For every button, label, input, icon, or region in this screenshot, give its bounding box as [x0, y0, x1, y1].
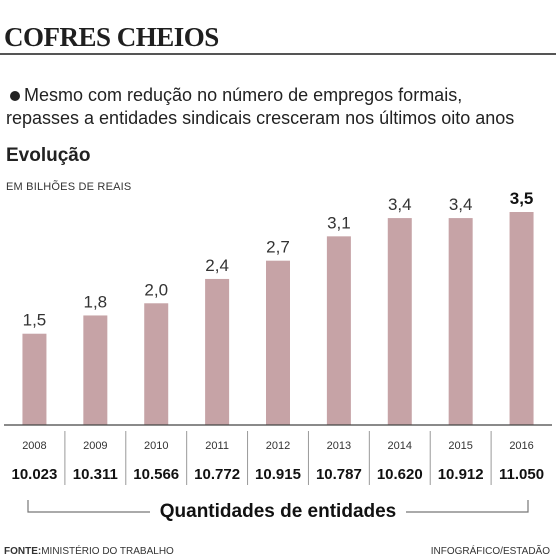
year-label-2011: 2011: [205, 440, 229, 452]
bar-2014: [387, 218, 412, 425]
entity-count-2016: 11.050: [499, 466, 544, 483]
year-label-2013: 2013: [327, 440, 351, 452]
entity-count-2011: 10.772: [194, 466, 240, 483]
entity-count-2013: 10.787: [316, 466, 362, 483]
title-rule: [0, 53, 556, 55]
value-label-2015: 3,4: [449, 195, 473, 214]
year-label-2009: 2009: [83, 440, 107, 452]
bar-2011: [205, 278, 230, 425]
entity-count-2009: 10.311: [73, 466, 118, 483]
source-label: FONTE:: [4, 546, 42, 557]
value-label-2009: 1,8: [84, 292, 108, 311]
source-note: FONTE:MINISTÉRIO DO TRABALHO: [4, 546, 174, 557]
source-text: MINISTÉRIO DO TRABALHO: [41, 546, 174, 557]
entity-count-2015: 10.912: [438, 466, 484, 483]
bar-2016: [509, 212, 534, 425]
subtitle-line-2: repasses a entidades sindicais cresceram…: [6, 108, 515, 128]
value-label-2012: 2,7: [266, 238, 290, 257]
bar-2012: [266, 260, 290, 425]
entity-count-2010: 10.566: [133, 466, 179, 483]
subtitle: Mesmo com redução no número de empregos …: [6, 84, 514, 130]
bar-2010: [144, 303, 169, 425]
entity-count-2008: 10.023: [11, 466, 57, 483]
value-label-2014: 3,4: [388, 195, 412, 214]
value-label-2013: 3,1: [327, 213, 351, 232]
year-label-2015: 2015: [448, 440, 472, 452]
section-heading: Evolução: [6, 145, 91, 166]
bar-2008: [22, 333, 47, 425]
credit-note: INFOGRÁFICO/ESTADÃO: [430, 546, 550, 557]
year-label-2014: 2014: [388, 440, 412, 452]
bar-2015: [448, 218, 473, 425]
entity-count-2012: 10.915: [255, 466, 301, 483]
year-label-2008: 2008: [22, 440, 46, 452]
chart-title: COFRES CHEIOS: [4, 22, 219, 52]
year-label-2016: 2016: [509, 440, 533, 452]
bar-2013: [326, 236, 351, 425]
value-label-2010: 2,0: [144, 280, 168, 299]
entity-counts-label: Quantidades de entidades: [0, 501, 556, 523]
year-label-2010: 2010: [144, 440, 168, 452]
entity-count-2014: 10.620: [377, 466, 423, 483]
bullet-icon: [10, 91, 20, 101]
unit-label: EM BILHÕES DE REAIS: [6, 181, 132, 193]
value-label-2011: 2,4: [205, 256, 229, 275]
subtitle-line-1: Mesmo com redução no número de empregos …: [24, 85, 463, 105]
value-label-2008: 1,5: [23, 311, 47, 330]
value-label-2016: 3,5: [510, 189, 534, 208]
bar-2009: [83, 315, 108, 425]
year-label-2012: 2012: [266, 440, 290, 452]
